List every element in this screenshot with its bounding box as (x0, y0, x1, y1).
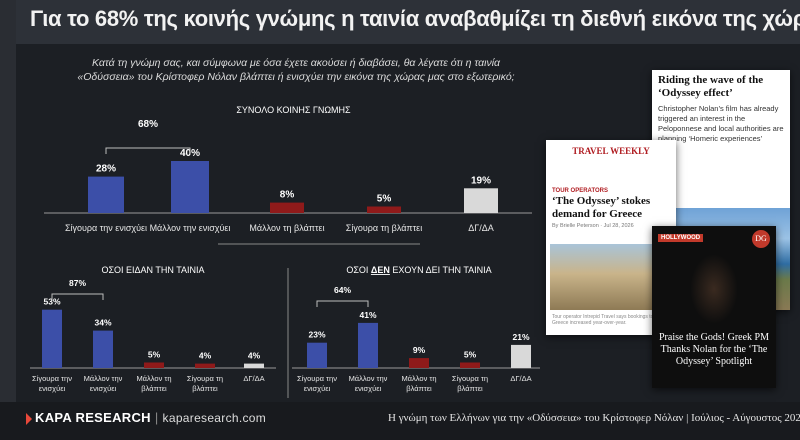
bar-4 (367, 206, 401, 213)
chart-seen-movie: ΟΣΟΙ ΕΙΔΑΝ ΤΗΝ ΤΑΙΝΙΑ 53% Σίγουρα την ενισχ… (30, 265, 276, 393)
data-label-1: 23% (308, 330, 325, 340)
chart-title: ΟΣΟΙ ΕΙΔΑΝ ΤΗΝ ΤΑΙΝΙΑ (101, 265, 204, 275)
bar-4 (460, 362, 480, 368)
bar-3 (270, 202, 304, 213)
category-label-4: Σίγουρα τη βλάπτει (187, 374, 223, 393)
left-edge (0, 0, 16, 440)
bar-5 (244, 363, 264, 368)
bar-4 (195, 363, 215, 368)
data-label-5: 4% (248, 351, 261, 361)
sum-bracket-label: 68% (138, 119, 158, 130)
bar-1 (307, 342, 327, 368)
news-card-headline: ‘The Odyssey’ stokes demand for Greece (552, 195, 651, 220)
bar-2 (93, 330, 113, 368)
category-label-1: Σίγουρα την ενισχύει (297, 374, 337, 393)
kapa-logo-icon (26, 412, 32, 425)
title-bar (16, 0, 800, 44)
survey-question-line-2: «Οδύσσεια» του Κρίστοφερ Νόλαν βλάπτει ή… (77, 71, 515, 83)
data-label-3: 9% (413, 345, 426, 355)
category-label-5: ΔΓ/ΔΑ (468, 223, 493, 233)
footer-survey-title: Η γνώμη των Ελλήνων για την «Οδύσσεια» τ… (388, 412, 800, 424)
category-label-5: ΔΓ/ΔΑ (243, 374, 264, 383)
bar-3 (144, 362, 164, 368)
dg-badge: DG (752, 230, 770, 248)
chart-title: ΣΥΝΟΛΟ ΚΟΙΝΗΣ ΓΝΩΜΗΣ (236, 105, 351, 115)
news-card-headline: Riding the wave of the ‘Odyssey effect’ (658, 74, 764, 99)
bar-2 (171, 161, 209, 213)
sum-bracket (51, 293, 104, 300)
website-link[interactable]: kaparesearch.com (162, 411, 267, 425)
news-card-body: Christopher Nolan’s film has already tri… (658, 104, 784, 143)
travel-weekly-logo: TRAVEL WEEKLY (572, 146, 650, 156)
category-label-2: Μάλλον την ενισχύει (84, 374, 123, 393)
helmeted-figure-image (690, 254, 738, 324)
photo-caption: Tour operator Intrepid Travel says booki… (552, 314, 654, 326)
category-label-4: Σίγουρα τη βλάπτει (346, 223, 422, 233)
footer-bar (0, 402, 800, 440)
sum-bracket (316, 300, 369, 307)
category-label-1: Σίγουρα την ενισχύει (65, 223, 147, 233)
data-label-2: 41% (359, 310, 376, 320)
brand-name: KAPA RESEARCH (35, 410, 151, 425)
sum-bracket-label: 64% (334, 285, 351, 295)
data-label-4: 4% (199, 351, 212, 361)
category-label-1: Σίγουρα την ενισχύει (32, 374, 72, 393)
data-label-5: 21% (512, 332, 529, 342)
data-label-2: 34% (94, 318, 111, 328)
acropolis-photo (550, 244, 672, 310)
bar-1 (88, 176, 124, 213)
category-label-3: Μάλλον τη βλάπτει (401, 374, 436, 393)
news-card-tag: TOUR OPERATORS (552, 188, 609, 194)
bar-2 (358, 322, 378, 368)
category-label-3: Μάλλον τη βλάπτει (249, 223, 324, 233)
news-card-greek-pm: HOLLYWOOD DG Praise the Gods! Greek PM T… (652, 226, 776, 388)
chart-title-part: ΟΣΟΙ (346, 265, 371, 275)
kapa-research-logo: KAPA RESEARCH | kaparesearch.com (26, 410, 266, 425)
data-label-1: 28% (96, 164, 116, 175)
survey-question-line-1: Κατά τη γνώμη σας, και σύμφωνα με όσα έχ… (91, 57, 501, 69)
data-label-1: 53% (43, 297, 60, 307)
news-card-travel-weekly: TRAVEL WEEKLY TOUR OPERATORS ‘The Odysse… (546, 140, 676, 335)
category-label-3: Μάλλον τη βλάπτει (136, 374, 171, 393)
sum-bracket-label: 87% (69, 278, 86, 288)
chart-total-public: ΣΥΝΟΛΟ ΚΟΙΝΗΣ ΓΝΩΜΗΣ 28% Σίγουρα την ενισχ… (44, 105, 532, 233)
news-card-headline: Praise the Gods! Greek PM Thanks Nolan f… (659, 332, 769, 367)
chart-title-emphasis: ΔΕΝ (371, 265, 390, 275)
news-card-byline: By Brielle Peterson · Jul 28, 2026 (552, 223, 634, 229)
category-label-2: Μάλλον την ενισχύει (150, 223, 231, 233)
bar-1 (42, 309, 62, 368)
data-label-5: 19% (471, 175, 491, 186)
chart-not-seen-movie: ΟΣΟΙ ΔΕΝ ΕΧΟΥΝ ΔΕΙ ΤΗΝ ΤΑΙΝΙΑ 23% Σίγουρα … (292, 265, 540, 393)
page-title: Για το 68% της κοινής γνώμης η ταινία αν… (30, 6, 800, 31)
category-label-4: Σίγουρα τη βλάπτει (452, 374, 488, 393)
data-label-4: 5% (377, 194, 392, 205)
bar-5 (511, 344, 531, 368)
chart-title: ΟΣΟΙ ΔΕΝ ΕΧΟΥΝ ΔΕΙ ΤΗΝ ΤΑΙΝΙΑ (346, 265, 491, 275)
survey-question: Κατά τη γνώμη σας, και σύμφωνα με όσα έχ… (36, 56, 556, 84)
category-label-5: ΔΓ/ΔΑ (510, 374, 531, 383)
footer-separator: | (154, 410, 159, 425)
hollywood-label: HOLLYWOOD (658, 234, 704, 242)
bar-3 (409, 358, 429, 368)
bar-5 (464, 188, 498, 213)
sum-bracket (105, 147, 191, 154)
category-label-2: Μάλλον την ενισχύει (349, 374, 388, 393)
data-label-3: 5% (148, 350, 161, 360)
chart-title-part: ΕΧΟΥΝ ΔΕΙ ΤΗΝ ΤΑΙΝΙΑ (390, 265, 492, 275)
data-label-4: 5% (464, 350, 477, 360)
data-label-3: 8% (280, 190, 295, 201)
